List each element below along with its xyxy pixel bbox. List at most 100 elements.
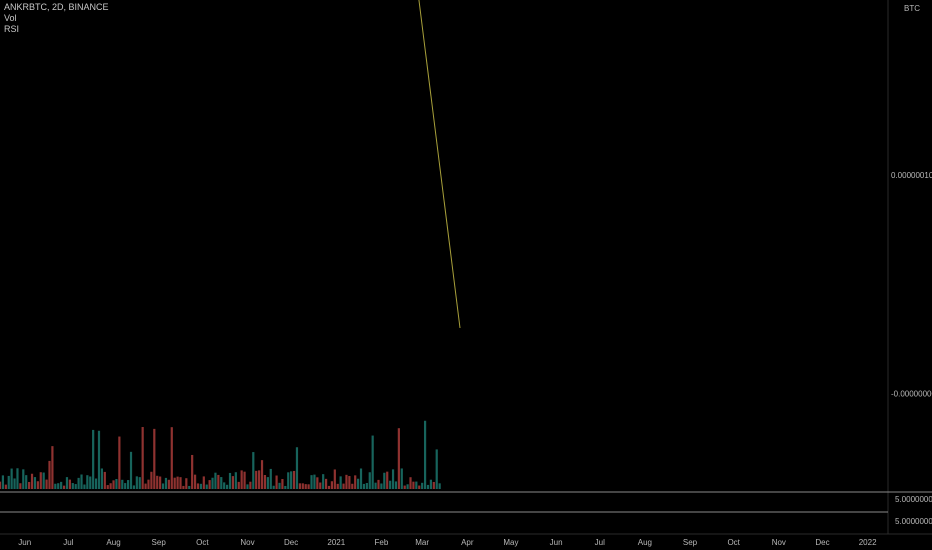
volume-bar-2020-09-10 (170, 427, 173, 489)
volume-bar-2020-07-18 (92, 429, 95, 489)
volume-bar-2021-03-05 (426, 484, 430, 489)
volume-bars (0, 420, 441, 489)
volume-bar-2020-07-30 (109, 483, 112, 489)
time-tick-label: 2021 (327, 538, 345, 547)
volume-bar-2020-07-10 (80, 474, 83, 489)
volume-bar-2020-08-29 (153, 428, 156, 489)
volume-bar-2021-01-20 (362, 483, 366, 489)
volume-bar-2020-10-02 (202, 476, 205, 489)
volume-bar-2021-03-03 (423, 420, 427, 489)
volume-bar-2021-01-04 (339, 476, 342, 489)
volume-bar-2020-10-06 (208, 480, 211, 489)
volume-bar-2020-10-08 (211, 477, 214, 489)
drawing-overlays: 0.00000030 (64.26%) 50 (418, 0, 461, 329)
rsi-tick-label: 5.00000000 (895, 495, 932, 504)
volume-bar-2021-02-21 (409, 477, 412, 489)
rsi-indicator-label[interactable]: RSI (4, 24, 20, 34)
volume-bar-2020-12-01 (290, 471, 293, 489)
chart-legend: ANKRBTC, 2D, BINANCE Vol RSI (4, 2, 109, 35)
volume-bar-2020-12-21 (319, 482, 322, 489)
volume-bar-2020-05-25 (13, 478, 16, 489)
time-tick-label: Nov (772, 538, 786, 547)
volume-bar-2020-09-26 (193, 474, 197, 489)
volume-bar-2020-08-05 (118, 436, 121, 489)
volume-bar-2021-01-22 (365, 482, 368, 489)
volume-bar-2021-01-08 (345, 474, 348, 489)
currency-label: BTC (904, 4, 920, 13)
time-tick-label: Nov (240, 538, 254, 547)
time-tick-label: 2022 (859, 538, 877, 547)
volume-bar-2020-12-13 (307, 484, 310, 489)
volume-bar-2020-10-22 (231, 476, 235, 489)
time-tick-label: Dec (815, 538, 829, 547)
volume-bar-2020-07-06 (74, 484, 77, 489)
time-axis[interactable]: Jun Jul Aug Sep Oct Nov Dec 2021 Feb Mar Apr May Jun… (0, 533, 932, 547)
volume-bar-2020-12-11 (304, 484, 307, 489)
volume-indicator-label[interactable]: Vol (4, 13, 17, 23)
volume-bar-2020-11-21 (275, 475, 278, 489)
volume-bar-2020-10-18 (225, 484, 229, 489)
time-tick-label: Oct (196, 538, 209, 547)
volume-bar-2020-10-24 (234, 472, 237, 489)
volume-bar-2020-11-15 (266, 477, 269, 489)
price-axis[interactable]: 0.000001700.000001600.000001500.00000140… (887, 0, 932, 534)
volume-bar-2020-06-02 (25, 475, 28, 489)
volume-bar-2020-07-20 (94, 478, 98, 489)
volume-bar-2020-08-19 (138, 477, 141, 489)
volume-bar-2020-06-18 (48, 460, 51, 489)
volume-bar-2020-06-20 (51, 446, 54, 489)
volume-bar-2020-09-04 (161, 483, 165, 489)
volume-bar-2021-02-11 (394, 481, 398, 489)
volume-bar-2021-02-15 (400, 468, 403, 489)
volume-bar-2020-06-22 (54, 483, 57, 489)
volume-bar-2020-09-16 (179, 477, 182, 489)
volume-bar-2020-09-14 (176, 476, 179, 489)
volume-bar-2020-09-18 (182, 485, 185, 489)
volume-bar-2020-07-28 (106, 485, 109, 489)
time-tick-label: Dec (284, 538, 298, 547)
volume-bar-2020-06-16 (45, 479, 48, 489)
volume-bar-2020-06-14 (42, 472, 45, 489)
volume-bar-2020-06-28 (62, 485, 66, 489)
volume-bar-2021-02-23 (412, 481, 415, 489)
volume-bar-2020-12-05 (295, 447, 299, 489)
volume-bar-2020-06-06 (30, 473, 34, 489)
time-tick-label: Apr (461, 538, 474, 547)
volume-bar-2020-06-30 (65, 477, 69, 489)
volume-bar-2021-02-27 (418, 485, 421, 489)
volume-bar-2020-09-12 (173, 477, 176, 489)
volume-bar-2021-01-30 (377, 479, 380, 489)
volume-bar-2020-11-19 (272, 485, 275, 489)
volume-bar-2020-11-27 (284, 485, 287, 489)
time-tick-label: Oct (727, 538, 740, 547)
volume-bar-2020-10-20 (228, 472, 232, 489)
volume-bar-2021-03-01 (421, 482, 424, 489)
volume-bar-2020-07-02 (68, 479, 71, 489)
volume-bar-2020-05-19 (4, 484, 7, 489)
volume-bar-2020-05-29 (19, 483, 22, 489)
volume-bar-2020-08-13 (129, 451, 133, 489)
volume-bar-2020-11-11 (260, 460, 264, 489)
volume-bar-2020-10-16 (223, 482, 226, 489)
volume-bar-2021-01-10 (348, 476, 351, 489)
volume-bar-2020-09-30 (199, 483, 202, 489)
volume-bar-2021-02-13 (397, 428, 400, 489)
volume-bar-2020-10-28 (240, 470, 243, 489)
volume-bar-2020-11-17 (269, 468, 272, 489)
time-tick-label: Jun (550, 538, 563, 547)
volume-bar-2020-10-04 (205, 484, 208, 489)
volume-bar-2020-07-04 (71, 483, 74, 489)
volume-bar-2020-09-02 (159, 476, 162, 489)
volume-bar-2020-08-03 (115, 478, 118, 489)
volume-bar-2020-07-24 (100, 468, 104, 489)
volume-bar-2020-09-22 (188, 485, 191, 489)
volume-bar-2020-10-26 (237, 481, 240, 489)
volume-bar-2021-02-25 (415, 481, 418, 489)
time-tick-label: Feb (375, 538, 389, 547)
volume-bar-2021-01-14 (354, 475, 357, 489)
volume-bar-2021-03-07 (429, 479, 432, 489)
volume-bar-2021-02-19 (406, 484, 409, 489)
volume-bar-2020-06-08 (33, 477, 37, 489)
volume-bar-2020-07-12 (83, 484, 86, 489)
